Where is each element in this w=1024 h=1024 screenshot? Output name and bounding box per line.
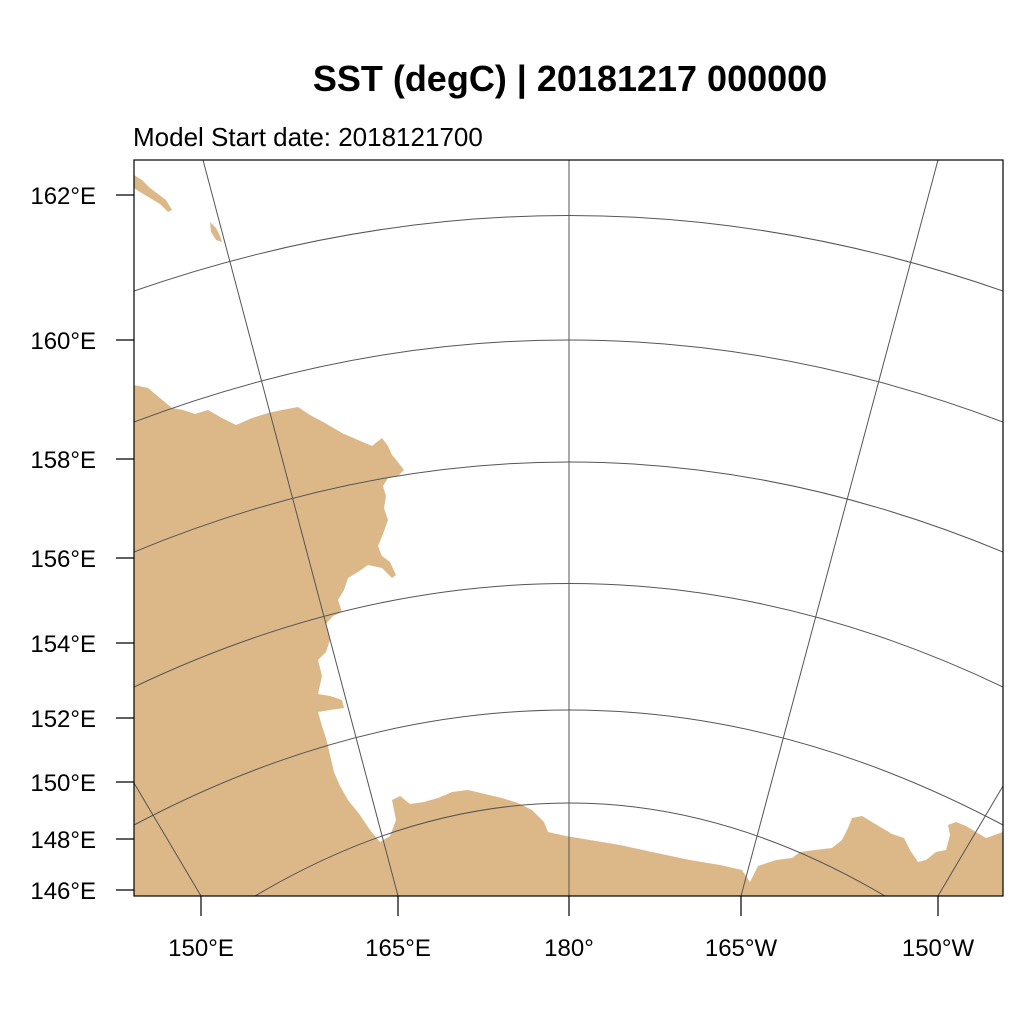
meridian-163w: [740, 160, 939, 896]
lat-line-152e: [254, 802, 886, 896]
land-west-coast: [134, 385, 1003, 896]
map-subtitle: Model Start date: 2018121700: [133, 122, 483, 152]
left-label-154e: 154°E: [30, 631, 96, 658]
left-label-146e: 146°E: [30, 878, 96, 905]
land-island-small: [210, 222, 222, 242]
meridian-150w: [937, 785, 1003, 896]
bottom-label-180: 180°: [544, 935, 594, 962]
bottom-axis-labels: 150°E 165°E 180° 165°W 150°W: [168, 935, 974, 962]
land-island-north: [134, 175, 172, 212]
meridian-157e: [202, 160, 399, 896]
left-label-148e: 148°E: [30, 827, 96, 854]
left-label-162e: 162°E: [30, 183, 96, 210]
left-label-150e: 150°E: [30, 770, 96, 797]
left-label-152e: 152°E: [30, 706, 96, 733]
left-label-160e: 160°E: [30, 328, 96, 355]
bottom-label-150e: 150°E: [168, 935, 234, 962]
bottom-axis-ticks: [200, 896, 939, 916]
graticule-meridian-lines: [134, 160, 1003, 896]
left-label-158e: 158°E: [30, 447, 96, 474]
left-axis-labels: 162°E 160°E 158°E 156°E 154°E 152°E 150°…: [30, 183, 96, 905]
bottom-label-165e: 165°E: [365, 935, 431, 962]
bottom-label-165w: 165°W: [705, 935, 778, 962]
map-title: SST (degC) | 20181217 000000: [312, 58, 828, 99]
bottom-label-150w: 150°W: [902, 935, 975, 962]
meridian-150e: [134, 782, 202, 896]
left-label-156e: 156°E: [30, 546, 96, 573]
left-axis-ticks: [116, 194, 134, 891]
land-masses: [134, 175, 1003, 896]
